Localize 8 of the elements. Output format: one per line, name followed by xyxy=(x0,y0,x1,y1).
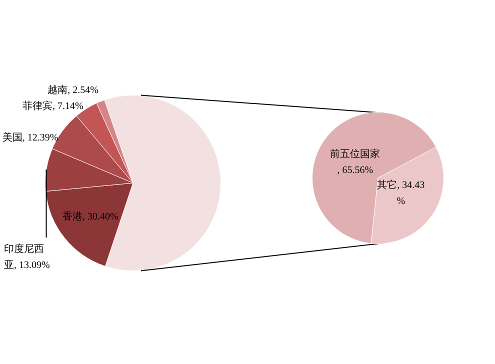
slice-label: 前五位国家 xyxy=(330,148,380,160)
slice-label: 越南, 2.54% xyxy=(48,84,99,96)
slice-label: 其它, 34.43% xyxy=(377,179,425,208)
slice-label: 印度尼西亚, 13.09% xyxy=(4,243,50,272)
slice-label: 菲律宾, 7.14% xyxy=(22,100,84,112)
data-label: , 65.56% xyxy=(337,165,374,176)
slice-label: 美国, 12.39% xyxy=(2,131,58,144)
slice-label: 香港, 30.40% xyxy=(62,210,118,222)
